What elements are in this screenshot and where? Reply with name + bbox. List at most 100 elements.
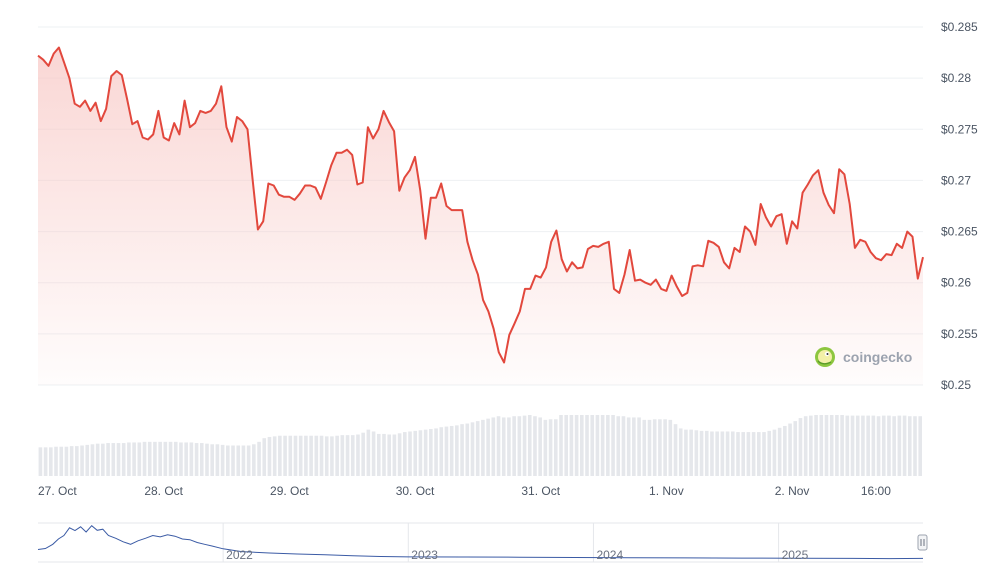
volume-bar: [710, 431, 714, 476]
volume-bar: [626, 417, 631, 476]
y-tick-label: $0.275: [941, 122, 978, 136]
volume-bar: [814, 415, 818, 476]
volume-bar: [606, 415, 610, 476]
volume-bar: [918, 416, 922, 476]
volume-bar: [652, 419, 657, 476]
volume-bar: [366, 429, 371, 476]
volume-bar: [387, 434, 391, 476]
navigator-track: [38, 523, 923, 562]
volume-bar: [38, 447, 43, 476]
volume-bar: [376, 433, 381, 476]
volume-bar: [595, 415, 600, 476]
volume-bar: [486, 418, 490, 476]
volume-bar: [408, 431, 412, 476]
volume-bar: [902, 415, 907, 476]
volume-bar: [444, 426, 449, 476]
volume-bar: [413, 430, 418, 476]
volume-bar: [788, 423, 792, 476]
x-tick-label: 2. Nov: [775, 484, 810, 498]
y-axis-ticks: $0.285 $0.28 $0.275 $0.27 $0.265 $0.26 $0.255 $…: [941, 20, 978, 392]
volume-bar: [95, 443, 100, 476]
volume-bar: [907, 416, 912, 476]
volume-bar: [345, 435, 350, 476]
y-tick-label: $0.265: [941, 225, 978, 239]
volume-bar: [371, 431, 376, 476]
volume-bar: [262, 438, 267, 476]
volume-bar: [751, 432, 756, 476]
volume-bar: [757, 432, 761, 476]
navigator-handle[interactable]: [917, 534, 928, 551]
navigator-tick-label: 2023: [411, 548, 438, 562]
volume-bar: [54, 446, 58, 476]
volume-bar: [85, 444, 90, 476]
volume-bar: [507, 417, 511, 476]
volume-bar: [850, 415, 855, 476]
volume-bar: [762, 432, 766, 476]
volume-bar: [798, 418, 803, 476]
volume-bar: [548, 419, 553, 476]
volume-bar: [793, 421, 798, 476]
volume-bar: [678, 428, 683, 476]
y-tick-label: $0.255: [941, 327, 978, 341]
volume-bar: [673, 424, 678, 476]
x-tick-label: 1. Nov: [649, 484, 684, 498]
volume-bar: [866, 415, 870, 476]
volume-bar: [876, 416, 881, 476]
volume-bar: [829, 415, 834, 476]
volume-bar: [75, 446, 79, 476]
volume-bar: [564, 415, 568, 476]
volume-bar: [64, 446, 69, 476]
volume-bar: [699, 430, 704, 476]
volume-bar: [819, 415, 824, 476]
volume-bar: [350, 435, 355, 476]
volume-bar: [481, 419, 485, 476]
volume-bar: [475, 421, 480, 476]
volume-bar: [335, 435, 339, 476]
volume-bar: [403, 432, 407, 476]
x-tick-label: 30. Oct: [396, 484, 435, 498]
volume-bar: [168, 441, 173, 476]
volume-bar: [194, 443, 199, 476]
volume-bar: [319, 435, 324, 476]
volume-bar: [632, 417, 636, 476]
navigator[interactable]: 2022 2023 2024 2025: [37, 522, 928, 563]
volume-bar: [517, 416, 522, 476]
volume-bar: [840, 415, 844, 476]
volume-bar: [455, 425, 459, 476]
volume-bar: [272, 436, 277, 476]
volume-bar: [158, 441, 162, 476]
navigator-tick-label: 2024: [596, 548, 623, 562]
volume-bar: [215, 444, 220, 476]
volume-bar: [569, 415, 574, 476]
volume-bar: [855, 415, 860, 476]
volume-bar: [663, 419, 667, 476]
volume-bar: [777, 427, 782, 476]
volume-bar: [746, 432, 751, 476]
price-line: [37, 46, 924, 364]
volume-bar: [559, 415, 563, 476]
x-axis-ticks: 27. Oct 28. Oct 29. Oct 30. Oct 31. Oct 1. No…: [38, 484, 891, 498]
volume-bar: [49, 447, 53, 476]
volume-bar: [715, 431, 719, 476]
volume-bar: [132, 442, 136, 476]
volume-bar: [257, 441, 261, 476]
volume-bar: [694, 430, 699, 476]
volume-bar: [418, 430, 423, 476]
y-tick-label: $0.28: [941, 71, 971, 85]
navigator-grid: [222, 523, 780, 562]
volume-bar: [205, 443, 209, 476]
price-area: [38, 47, 923, 385]
volume-bar: [278, 435, 282, 476]
volume-bar: [642, 419, 647, 476]
volume-bar: [845, 415, 850, 476]
volume-bar: [43, 447, 48, 476]
volume-bar: [226, 445, 230, 476]
volume-bar: [288, 435, 293, 476]
volume-bar: [736, 432, 740, 476]
x-tick-label: 31. Oct: [521, 484, 560, 498]
volume-bar: [553, 419, 558, 476]
volume-bar: [684, 429, 688, 476]
volume-bar: [330, 436, 334, 476]
volume-bar: [69, 446, 74, 476]
